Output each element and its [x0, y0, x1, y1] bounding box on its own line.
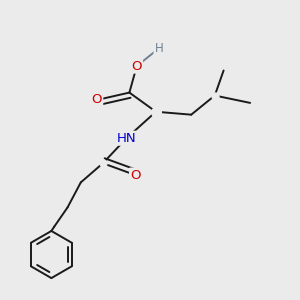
Text: HN: HN — [117, 132, 136, 145]
Text: O: O — [130, 169, 140, 182]
Text: H: H — [154, 42, 163, 55]
Text: O: O — [131, 60, 142, 73]
Text: O: O — [92, 93, 102, 106]
